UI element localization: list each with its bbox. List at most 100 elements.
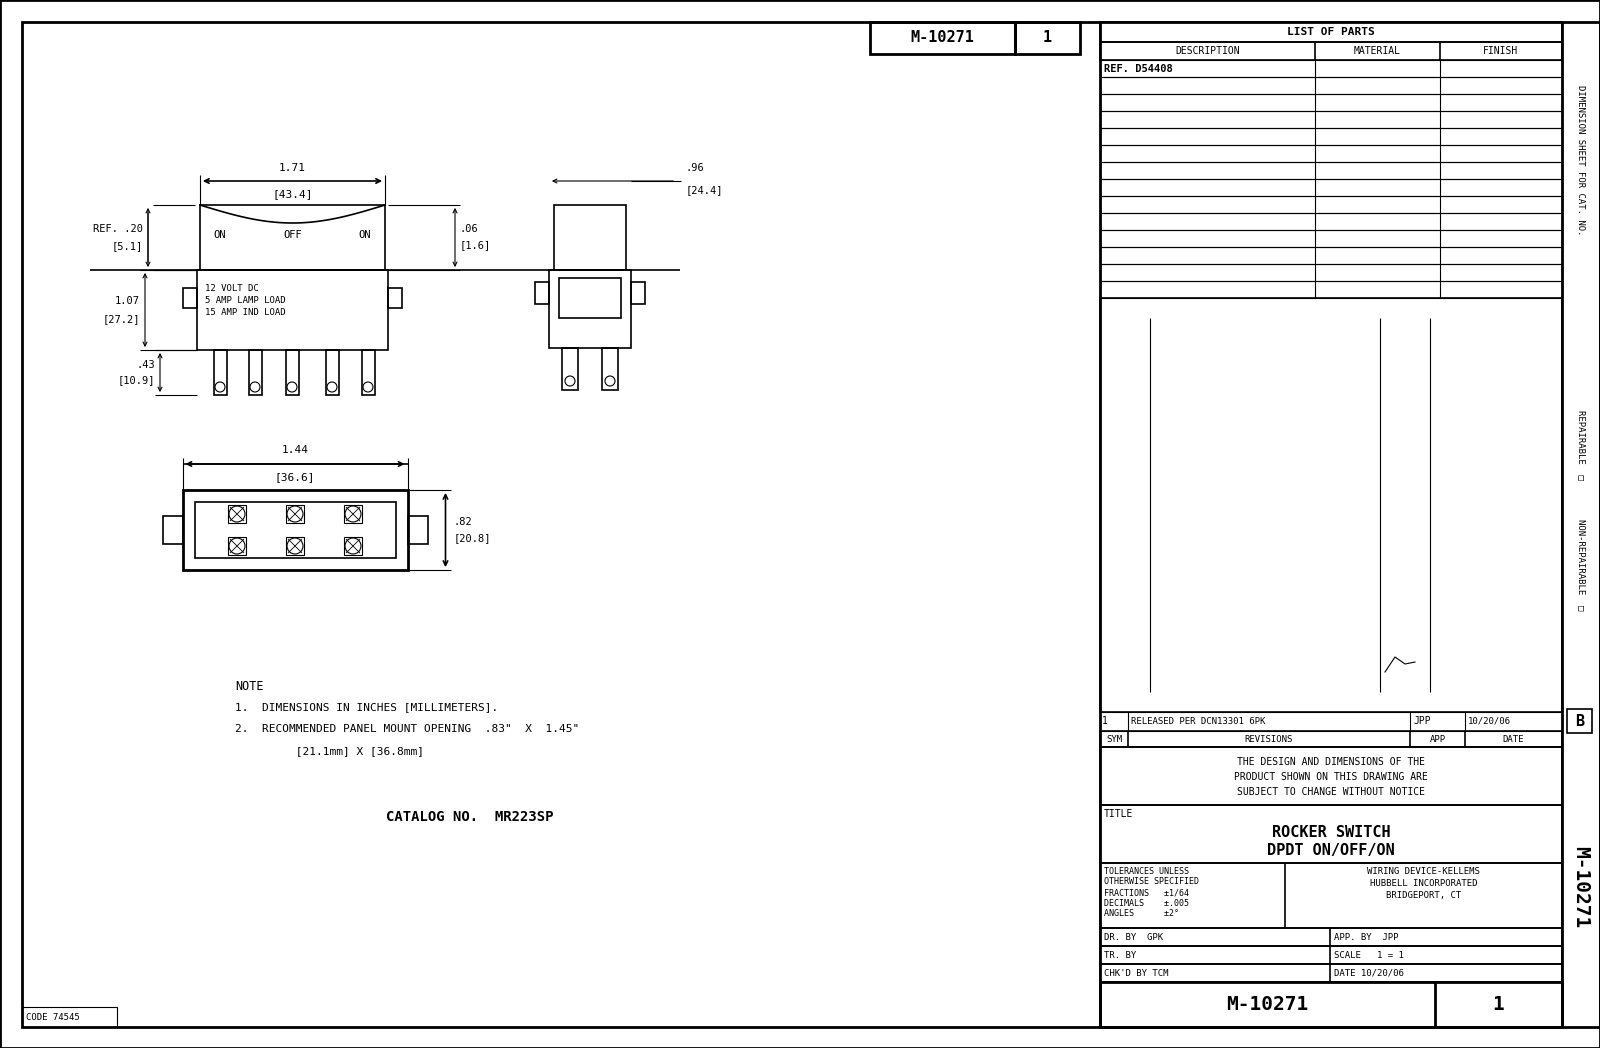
Bar [1101,805,1562,863]
Text: .96: .96 [686,163,704,173]
Bar [362,350,374,395]
Text: BRIDGEPORT, CT: BRIDGEPORT, CT [1386,891,1461,900]
Bar [1101,77,1562,94]
Bar [1101,22,1562,42]
Text: SCALE   1 = 1: SCALE 1 = 1 [1334,951,1403,960]
Bar [1101,94,1562,111]
Text: CODE 74545: CODE 74545 [26,1012,80,1022]
Text: CHK'D BY TCM: CHK'D BY TCM [1104,968,1168,978]
Bar [549,270,630,348]
Bar [1101,264,1562,281]
Bar [602,348,618,390]
Bar [195,502,395,558]
Bar [1101,298,1562,712]
Text: TR. BY: TR. BY [1104,951,1136,960]
Text: 1.07: 1.07 [115,296,141,306]
Text: 1: 1 [1102,717,1107,726]
Text: DPDT ON/OFF/ON: DPDT ON/OFF/ON [1267,843,1395,858]
Bar [286,505,304,523]
Text: NON-REPAIRABLE  □: NON-REPAIRABLE □ [1576,520,1586,611]
Bar [562,348,578,390]
Bar [1101,60,1562,77]
Text: REF. .20: REF. .20 [93,223,142,234]
Text: APP: APP [1429,735,1445,743]
Bar [1566,708,1592,733]
Bar [163,516,182,544]
Bar [630,282,645,304]
Text: [5.1]: [5.1] [112,241,142,252]
Bar [387,288,402,308]
Text: 5 AMP LAMP LOAD: 5 AMP LAMP LOAD [205,296,286,305]
Bar [325,350,339,395]
Bar [1101,162,1562,179]
Bar [1101,927,1562,946]
Bar [408,516,427,544]
Text: PRODUCT SHOWN ON THIS DRAWING ARE: PRODUCT SHOWN ON THIS DRAWING ARE [1234,772,1427,782]
Text: FRACTIONS   ±1/64: FRACTIONS ±1/64 [1104,889,1189,898]
Bar [1101,982,1562,1027]
Bar [1101,747,1562,805]
Bar [200,205,386,270]
Text: LIST OF PARTS: LIST OF PARTS [1286,27,1374,37]
Text: OFF: OFF [283,230,302,240]
Text: [20.8]: [20.8] [453,533,491,543]
Bar [554,205,626,270]
Bar [1101,230,1562,247]
Bar [1101,128,1562,145]
Text: OTHERWISE SPECIFIED: OTHERWISE SPECIFIED [1104,877,1198,886]
Text: TOLERANCES UNLESS: TOLERANCES UNLESS [1104,867,1189,876]
Text: M-10271: M-10271 [1226,995,1309,1014]
Text: B: B [1574,714,1584,729]
Bar [1101,196,1562,213]
Text: SUBJECT TO CHANGE WITHOUT NOTICE: SUBJECT TO CHANGE WITHOUT NOTICE [1237,787,1426,796]
Bar [1101,863,1562,927]
Bar [534,282,549,304]
Text: RELEASED PER DCN13301 6PK: RELEASED PER DCN13301 6PK [1131,717,1266,726]
Bar [182,288,197,308]
Text: THE DESIGN AND DIMENSIONS OF THE: THE DESIGN AND DIMENSIONS OF THE [1237,757,1426,767]
Bar [1014,22,1080,54]
Bar [248,350,261,395]
Text: 2.  RECOMMENDED PANEL MOUNT OPENING  .83"  X  1.45": 2. RECOMMENDED PANEL MOUNT OPENING .83" … [235,724,579,734]
Bar [1101,247,1562,264]
Bar [286,537,304,555]
Text: [21.1mm] X [36.8mm]: [21.1mm] X [36.8mm] [235,746,424,756]
Text: NOTE: NOTE [235,680,264,693]
Text: .06: .06 [461,224,478,235]
Bar [197,270,387,350]
Text: 1: 1 [1043,30,1053,45]
Text: JPP: JPP [1413,717,1430,726]
Bar [1101,42,1562,60]
Text: .43: .43 [136,359,155,370]
Text: 1: 1 [1493,995,1504,1014]
Bar [1101,179,1562,196]
Text: [36.6]: [36.6] [275,472,315,482]
Text: APP. BY  JPP: APP. BY JPP [1334,933,1398,941]
Bar [213,350,227,395]
Text: [43.4]: [43.4] [272,189,312,199]
Bar [344,537,362,555]
Text: MATERIAL: MATERIAL [1354,46,1402,56]
Text: 15 AMP IND LOAD: 15 AMP IND LOAD [205,308,286,316]
Bar [870,22,1014,54]
Text: DR. BY  GPK: DR. BY GPK [1104,933,1163,941]
Bar [558,278,621,318]
Bar [344,505,362,523]
Bar [1101,145,1562,162]
Text: ANGLES      ±2°: ANGLES ±2° [1104,909,1179,918]
Bar [1101,111,1562,128]
Text: REF. D54408: REF. D54408 [1104,64,1173,73]
Text: HUBBELL INCORPORATED: HUBBELL INCORPORATED [1370,879,1477,888]
Text: 12 VOLT DC: 12 VOLT DC [205,284,259,293]
Text: DECIMALS    ±.005: DECIMALS ±.005 [1104,899,1189,908]
Bar [1101,281,1562,298]
Text: DATE 10/20/06: DATE 10/20/06 [1334,968,1403,978]
Text: FINISH: FINISH [1483,46,1518,56]
Text: DESCRIPTION: DESCRIPTION [1174,46,1240,56]
Bar [1101,946,1562,964]
Text: 1.  DIMENSIONS IN INCHES [MILLIMETERS].: 1. DIMENSIONS IN INCHES [MILLIMETERS]. [235,702,498,712]
Text: M-10271: M-10271 [1571,846,1590,929]
Text: 1.71: 1.71 [278,163,306,173]
Text: .82: .82 [453,517,472,527]
Bar [285,350,299,395]
